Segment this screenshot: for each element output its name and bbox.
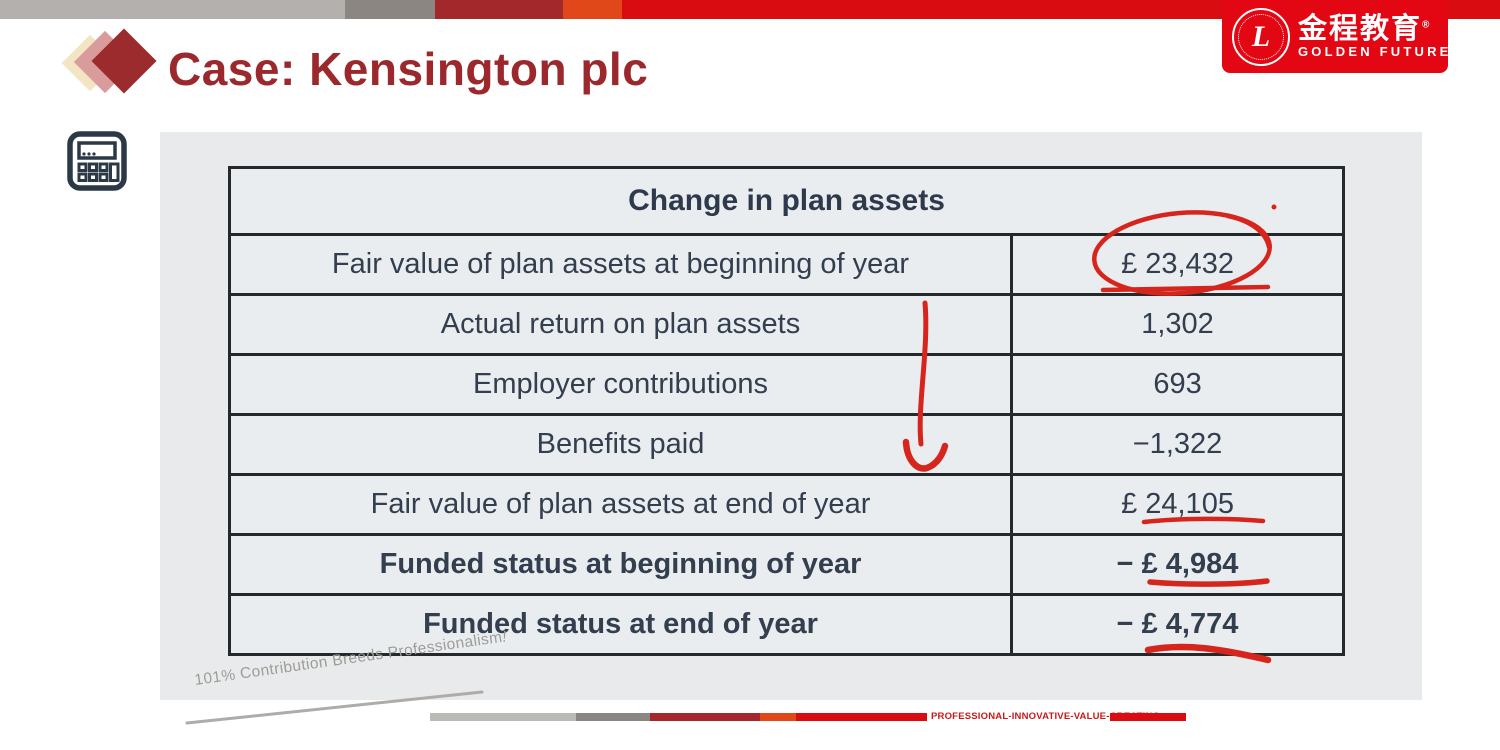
brand-emblem-icon: L — [1232, 7, 1290, 66]
table-row: Funded status at beginning of year − £ 4… — [228, 533, 1346, 596]
table-row: Funded status at end of year − £ 4,774 — [228, 593, 1346, 656]
topbar-segment-mid-gray — [345, 0, 435, 19]
row-label: Actual return on plan assets — [228, 293, 1013, 356]
row-value: −1,322 — [1009, 413, 1346, 476]
row-label: Fair value of plan assets at end of year — [228, 473, 1013, 536]
logo-english-name: GOLDEN FUTURE — [1298, 44, 1452, 60]
row-value: £ 23,432 — [1009, 233, 1346, 296]
row-label: Benefits paid — [228, 413, 1013, 476]
topbar-segment-orange — [563, 0, 622, 19]
page-title: Case: Kensington plc — [168, 43, 649, 95]
registered-mark: ® — [1422, 19, 1432, 31]
table-row: Actual return on plan assets 1,302 — [228, 293, 1346, 356]
plan-assets-table: Change in plan assets Fair value of plan… — [227, 166, 1346, 656]
footer-slogan: PROFESSIONAL-INNOVATIVE-VALUE-CREATING — [931, 711, 1161, 722]
topbar-segment-light-gray — [0, 0, 345, 19]
table-row: Fair value of plan assets at beginning o… — [228, 233, 1346, 296]
table-header-row: Change in plan assets — [227, 166, 1346, 236]
bottombar-segment-light-gray — [430, 713, 576, 721]
logo-chinese-name: 金程教育® — [1298, 12, 1432, 45]
row-label: Fair value of plan assets at beginning o… — [228, 233, 1013, 296]
row-value: 693 — [1009, 353, 1346, 416]
row-value: − £ 4,984 — [1009, 533, 1346, 596]
row-value: − £ 4,774 — [1009, 593, 1346, 656]
bottombar-segment-red-right — [1110, 713, 1186, 721]
bottombar-segment-mid-gray — [576, 713, 650, 721]
row-label: Funded status at beginning of year — [228, 533, 1013, 596]
calculator-icon — [67, 131, 127, 191]
bottombar-segment-dark-red — [650, 713, 760, 721]
table-row: Employer contributions 693 — [228, 353, 1346, 416]
bottombar-segment-red — [796, 713, 927, 721]
bottombar-segment-orange — [760, 713, 796, 721]
table-title: Change in plan assets — [227, 166, 1346, 236]
row-value: £ 24,105 — [1009, 473, 1346, 536]
brand-logo: L 金程教育® GOLDEN FUTURE — [1222, 0, 1448, 73]
row-value: 1,302 — [1009, 293, 1346, 356]
table-row: Fair value of plan assets at end of year… — [228, 473, 1346, 536]
table-row: Benefits paid −1,322 — [228, 413, 1346, 476]
topbar-segment-dark-red — [435, 0, 563, 19]
row-label: Employer contributions — [228, 353, 1013, 416]
row-label: Funded status at end of year — [228, 593, 1013, 656]
